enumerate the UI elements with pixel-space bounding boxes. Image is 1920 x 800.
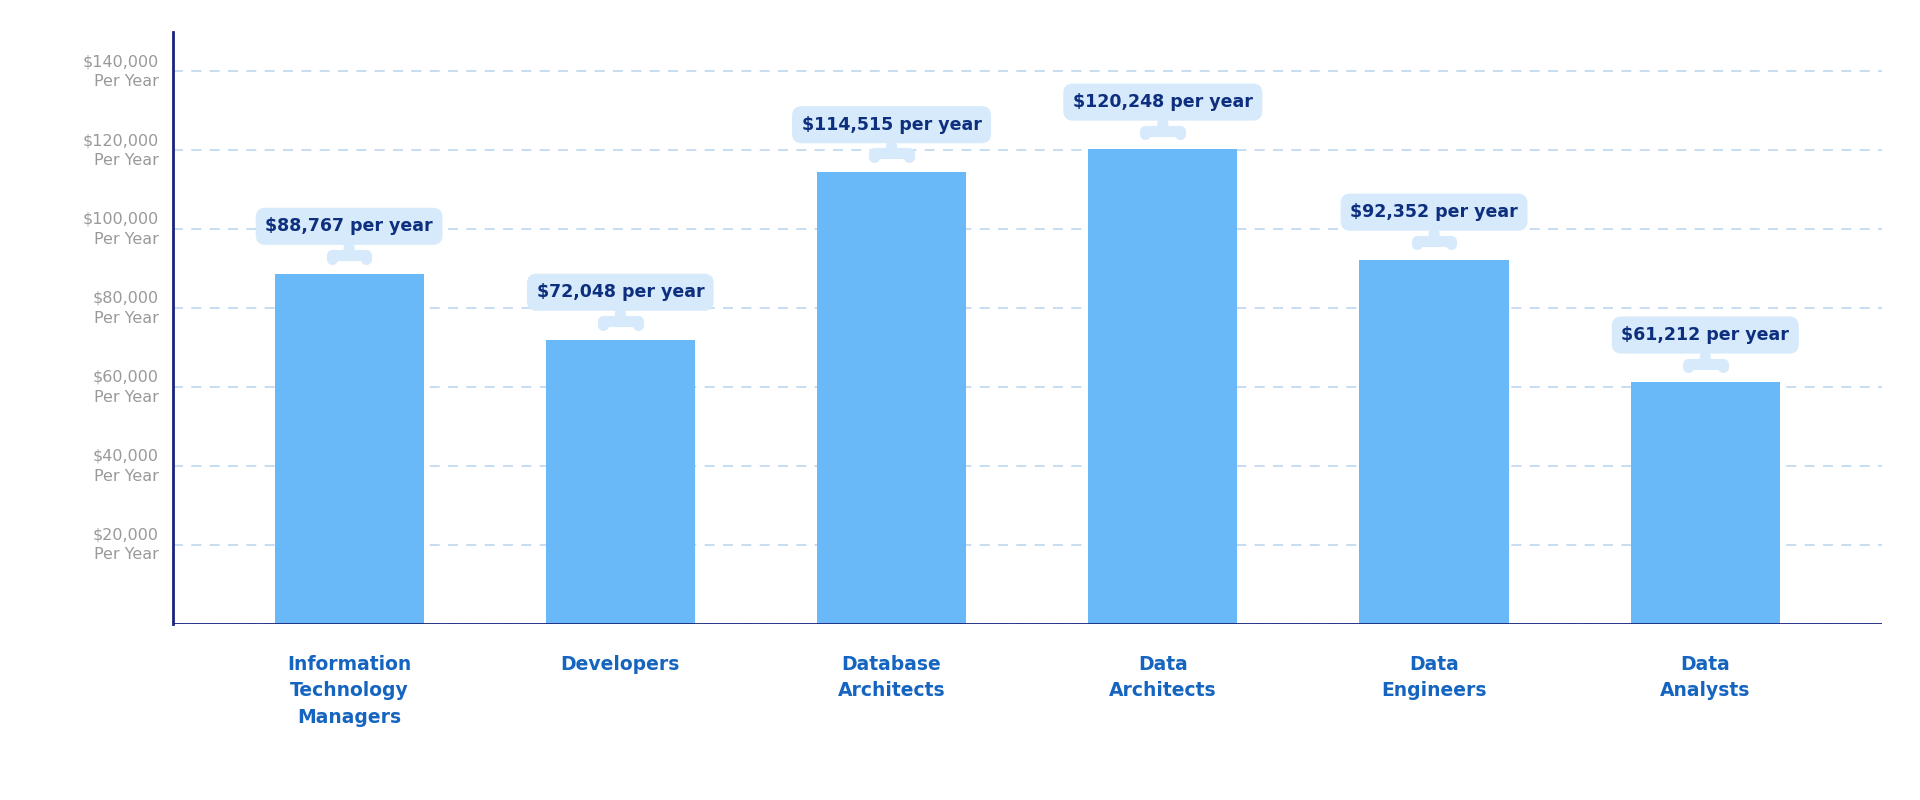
Bar — [818, 172, 966, 624]
Bar — [275, 274, 424, 624]
Text: $61,212 per year: $61,212 per year — [1620, 326, 1789, 367]
Text: $114,515 per year: $114,515 per year — [803, 116, 981, 157]
Bar — [1630, 382, 1780, 624]
Bar — [545, 340, 695, 624]
Bar — [1359, 259, 1509, 624]
Text: $92,352 per year: $92,352 per year — [1350, 203, 1519, 245]
Text: $120,248 per year: $120,248 per year — [1073, 93, 1252, 134]
Text: $88,767 per year: $88,767 per year — [265, 218, 432, 258]
Text: $72,048 per year: $72,048 per year — [536, 283, 705, 325]
Bar — [1089, 150, 1236, 624]
